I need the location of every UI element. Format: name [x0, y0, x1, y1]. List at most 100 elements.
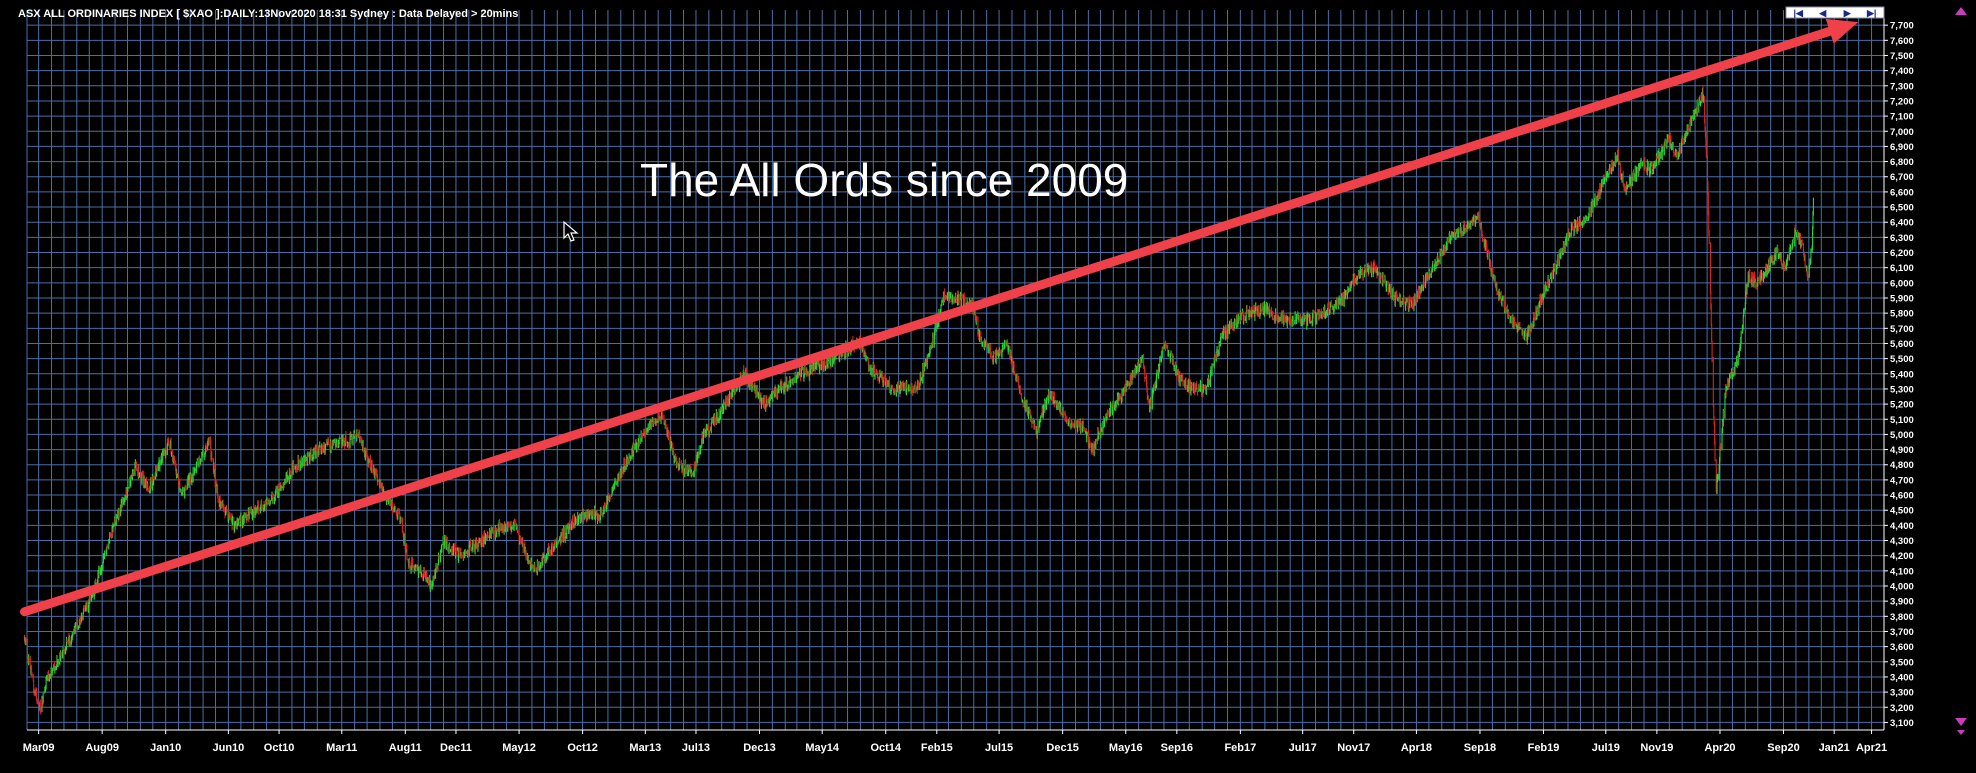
x-tick-label: May16 [1109, 742, 1143, 754]
x-tick-label: Apr20 [1704, 742, 1735, 754]
candlestick-series [23, 85, 1814, 715]
y-tick-label: 5,100 [1890, 415, 1914, 426]
x-tick-label: Dec15 [1046, 742, 1078, 754]
y-tick-label: 6,000 [1890, 278, 1914, 289]
svg-text:▶|: ▶| [1866, 8, 1876, 18]
y-tick-label: 3,700 [1890, 627, 1914, 638]
y-tick-label: 5,400 [1890, 369, 1914, 380]
y-tick-label: 6,800 [1890, 157, 1914, 168]
y-tick-label: 5,700 [1890, 324, 1914, 335]
x-tick-label: Feb17 [1224, 742, 1256, 754]
y-tick-label: 5,800 [1890, 309, 1914, 320]
y-tick-label: 7,600 [1890, 36, 1914, 47]
y-tick-label: 7,700 [1890, 21, 1914, 32]
y-tick-label: 5,500 [1890, 354, 1914, 365]
navigation-buttons: |◀ ◀ ▶ ▶| [1785, 6, 1885, 19]
x-tick-label: Aug11 [389, 742, 422, 754]
x-tick-label: Jul15 [985, 742, 1013, 754]
chart-title: ASX ALL ORDINARIES INDEX [ $XAO ]:DAILY:… [18, 8, 518, 20]
x-tick-label: Mar11 [326, 742, 357, 754]
y-tick-label: 3,800 [1890, 612, 1914, 623]
y-tick-label: 5,200 [1890, 400, 1914, 411]
prev-icon[interactable]: ◀ [1811, 7, 1836, 18]
y-tick-label: 3,400 [1890, 672, 1914, 683]
y-tick-label: 3,300 [1890, 688, 1914, 699]
x-tick-label: Mar13 [629, 742, 661, 754]
x-tick-label: Dec11 [440, 742, 472, 754]
axes: 3,100 3,200 3,300 3,400 3,500 3,600 3,700 3,800… [23, 10, 1914, 754]
skip-start-icon[interactable]: |◀ [1786, 7, 1811, 18]
y-tick-label: 6,700 [1890, 172, 1914, 183]
x-tick-label: Oct12 [567, 742, 598, 754]
y-tick-label: 3,200 [1890, 703, 1914, 714]
x-tick-label: Aug09 [85, 742, 119, 754]
y-tick-label: 6,400 [1890, 218, 1914, 229]
y-tick-label: 6,200 [1890, 248, 1914, 259]
x-tick-label: Nov17 [1337, 742, 1370, 754]
y-tick-label: 4,300 [1890, 536, 1914, 547]
scroll-up-icon[interactable] [1955, 7, 1967, 15]
grid [26, 10, 1885, 730]
x-tick-label: Apr18 [1401, 742, 1432, 754]
skip-end-icon[interactable]: ▶| [1860, 7, 1885, 18]
trend-line-layer [20, 18, 1859, 617]
y-tick-label: 6,600 [1890, 187, 1914, 198]
y-tick-label: 4,600 [1890, 491, 1914, 502]
x-tick-label: Feb19 [1528, 742, 1560, 754]
y-tick-label: 7,500 [1890, 51, 1914, 62]
x-tick-label: Sep16 [1161, 742, 1193, 754]
y-tick-label: 7,300 [1890, 81, 1914, 92]
y-tick-label: 6,300 [1890, 233, 1914, 244]
x-tick-label: Jul17 [1289, 742, 1317, 754]
x-tick-label: Jan21 [1819, 742, 1850, 754]
svg-text:▶: ▶ [1843, 8, 1852, 18]
x-tick-label: Jun10 [212, 742, 244, 754]
scroll-down-icon[interactable] [1955, 718, 1967, 726]
scroll-down-small-icon[interactable] [1957, 730, 1965, 735]
nav-bar-background [1785, 6, 1885, 19]
x-tick-label: May14 [805, 742, 840, 754]
x-tick-label: May12 [502, 742, 536, 754]
y-tick-label: 7,200 [1890, 96, 1914, 107]
x-tick-label: Jul13 [682, 742, 710, 754]
x-tick-label: Apr21 [1856, 742, 1887, 754]
y-tick-label: 4,500 [1890, 506, 1914, 517]
next-icon[interactable]: ▶ [1835, 7, 1860, 18]
x-tick-label: Jul19 [1592, 742, 1620, 754]
y-tick-label: 7,100 [1890, 112, 1914, 123]
y-tick-label: 4,400 [1890, 521, 1914, 532]
y-tick-label: 4,900 [1890, 445, 1914, 456]
x-tick-label: Mar09 [23, 742, 55, 754]
x-tick-label: Jan10 [150, 742, 181, 754]
y-tick-label: 4,200 [1890, 551, 1914, 562]
svg-text:◀: ◀ [1818, 8, 1827, 18]
trend-arrowhead-icon [1825, 18, 1859, 44]
y-tick-label: 6,500 [1890, 203, 1914, 214]
x-tick-label: Sep18 [1464, 742, 1496, 754]
y-tick-label: 4,000 [1890, 582, 1914, 593]
chart-annotation: The All Ords since 2009 [640, 154, 1128, 206]
y-tick-label: 4,100 [1890, 566, 1914, 577]
x-tick-label: Oct10 [264, 742, 295, 754]
y-tick-label: 3,600 [1890, 642, 1914, 653]
x-tick-label: Sep20 [1767, 742, 1799, 754]
y-tick-label: 5,000 [1890, 430, 1914, 441]
y-tick-label: 4,700 [1890, 475, 1914, 486]
y-tick-label: 4,800 [1890, 460, 1914, 471]
svg-text:|◀: |◀ [1794, 8, 1805, 18]
y-tick-label: 5,300 [1890, 384, 1914, 395]
y-tick-label: 6,900 [1890, 142, 1914, 153]
y-tick-label: 3,100 [1890, 718, 1914, 729]
y-tick-label: 7,000 [1890, 127, 1914, 138]
mouse-cursor-icon [563, 220, 579, 242]
y-tick-label: 6,100 [1890, 263, 1914, 274]
x-tick-label: Dec13 [743, 742, 775, 754]
y-tick-label: 5,900 [1890, 294, 1914, 305]
y-tick-label: 7,400 [1890, 66, 1914, 77]
x-tick-label: Feb15 [921, 742, 953, 754]
trend-line [20, 26, 1835, 617]
y-tick-label: 5,600 [1890, 339, 1914, 350]
x-tick-label: Nov19 [1640, 742, 1673, 754]
